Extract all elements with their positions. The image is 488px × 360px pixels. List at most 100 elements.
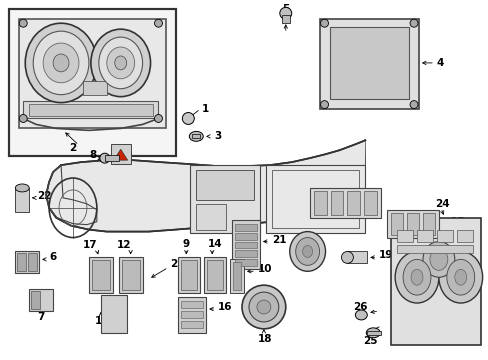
Ellipse shape [19,19,27,27]
Ellipse shape [100,153,109,163]
Bar [122,260,139,290]
Ellipse shape [410,269,422,285]
Bar [265,165,365,233]
Text: 6: 6 [49,252,56,262]
Ellipse shape [454,269,466,285]
Bar [235,251,256,257]
Bar [204,257,225,293]
Bar [366,331,381,335]
Ellipse shape [91,29,150,96]
Text: 20: 20 [301,215,316,225]
Polygon shape [114,149,127,160]
Ellipse shape [320,100,328,109]
Bar [319,19,418,109]
Ellipse shape [429,248,447,270]
Bar [207,260,223,290]
Ellipse shape [256,300,270,314]
Text: 7: 7 [37,312,44,322]
Text: 13: 13 [305,169,320,179]
Ellipse shape [295,238,319,265]
Ellipse shape [446,260,474,295]
Ellipse shape [248,292,278,322]
Bar [396,230,412,242]
Text: 1: 1 [202,104,209,113]
Bar [390,213,402,235]
Text: 24: 24 [434,199,448,209]
Bar [119,257,142,293]
Bar [31,291,40,309]
Bar [386,210,438,238]
Text: 9: 9 [182,239,189,248]
Bar [111,144,130,164]
Bar [233,262,241,290]
Bar [422,213,434,235]
Ellipse shape [242,285,285,329]
Bar [416,230,432,242]
Text: 11: 11 [95,316,109,326]
Text: 25: 25 [363,336,377,346]
Ellipse shape [15,184,29,192]
Bar [19,19,166,129]
Bar [390,218,480,345]
Ellipse shape [355,310,366,320]
Bar [89,257,113,293]
Ellipse shape [99,37,142,89]
Bar [235,242,256,248]
Text: 18: 18 [257,334,272,344]
Bar [23,100,158,118]
Bar [271,170,359,228]
Bar [17,253,26,271]
Bar [232,220,260,269]
Text: 22: 22 [37,191,52,201]
Ellipse shape [341,251,353,264]
Text: 4: 4 [436,58,444,68]
Bar [15,251,39,273]
Bar [281,15,289,23]
Ellipse shape [53,54,69,72]
Bar [313,191,326,215]
Bar [92,260,109,290]
Text: 17: 17 [83,240,97,251]
Ellipse shape [409,19,417,27]
Text: 5: 5 [281,4,288,14]
Ellipse shape [182,113,194,125]
Ellipse shape [33,31,89,95]
Bar [28,253,37,271]
Ellipse shape [115,56,126,70]
Text: 21: 21 [271,234,286,244]
Bar [83,81,106,95]
Bar [104,155,119,161]
Bar [230,260,244,293]
Ellipse shape [154,19,162,27]
Ellipse shape [366,328,380,338]
Bar [9,9,176,156]
Text: 15: 15 [450,217,465,227]
Text: 16: 16 [218,302,232,312]
Bar [330,191,343,215]
Bar [181,260,197,290]
Bar [29,104,152,116]
Ellipse shape [19,114,27,122]
Bar [178,297,206,333]
Ellipse shape [189,131,203,141]
Polygon shape [46,140,365,231]
Bar [196,204,225,230]
Text: 10: 10 [257,264,272,274]
Bar [364,191,376,215]
Bar [406,213,418,235]
Ellipse shape [25,23,97,103]
Bar [436,230,452,242]
Text: 14: 14 [208,239,223,248]
Bar [181,301,203,308]
Ellipse shape [154,114,162,122]
Bar [346,191,360,215]
Bar [456,230,472,242]
Text: 23: 23 [170,259,184,269]
Bar [9,9,176,156]
Ellipse shape [106,47,134,79]
Ellipse shape [402,260,430,295]
Bar [192,134,200,138]
Bar [101,295,126,333]
Bar [178,257,200,293]
Text: 2: 2 [69,143,76,153]
